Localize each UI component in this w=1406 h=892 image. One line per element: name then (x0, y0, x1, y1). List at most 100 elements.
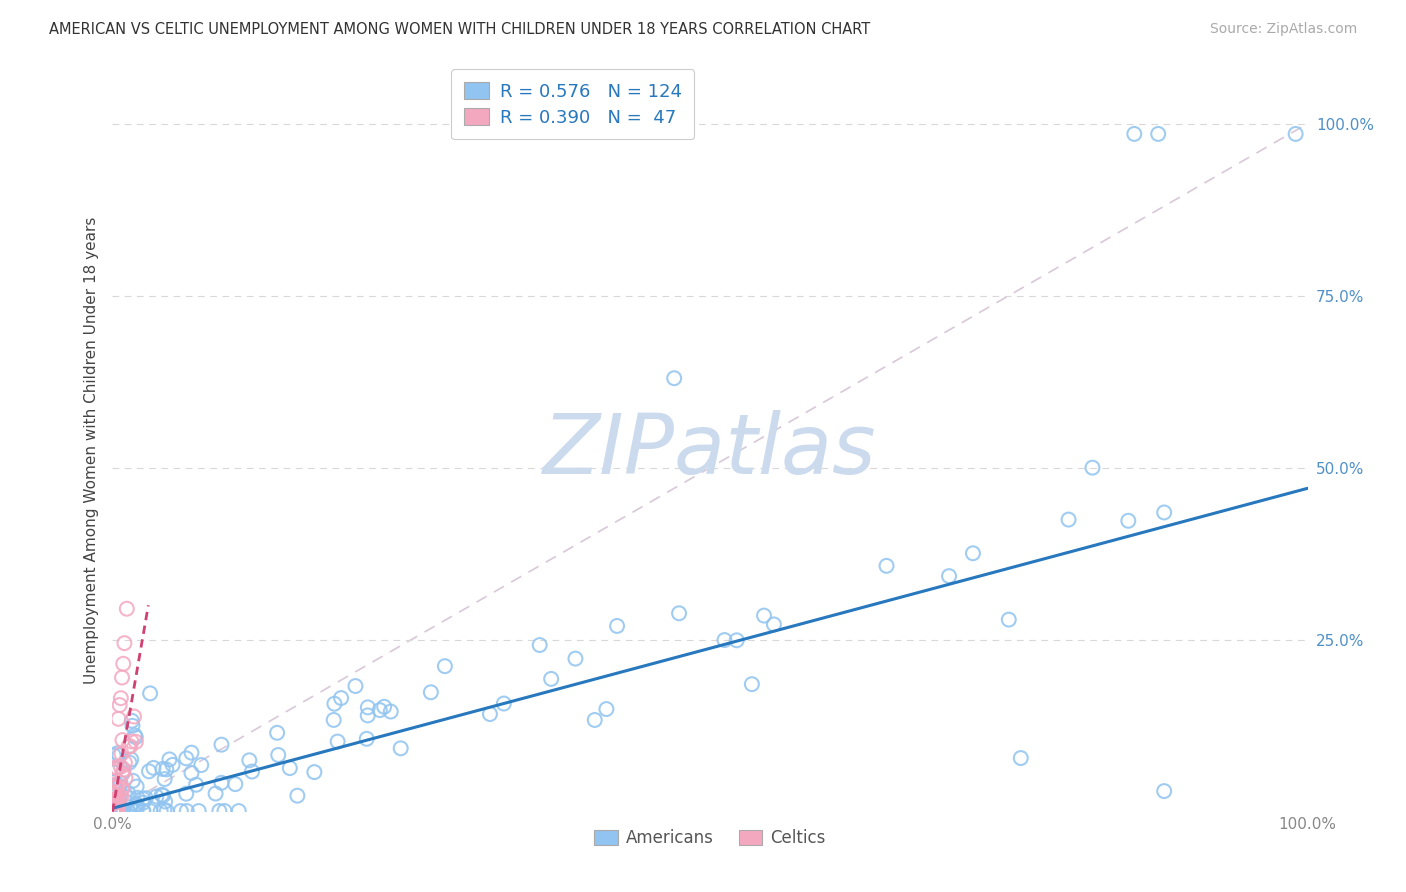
Point (108, 792, 131, 806)
Point (125, 797, 148, 811)
Point (266, 726, 288, 740)
Point (111, 804, 134, 818)
Point (606, 619, 628, 633)
Text: Source: ZipAtlas.com: Source: ZipAtlas.com (1209, 22, 1357, 37)
Text: ZIPatlas: ZIPatlas (543, 410, 877, 491)
Point (105, 788, 128, 802)
Text: AMERICAN VS CELTIC UNEMPLOYMENT AMONG WOMEN WITH CHILDREN UNDER 18 YEARS CORRELA: AMERICAN VS CELTIC UNEMPLOYMENT AMONG WO… (49, 22, 870, 37)
Point (111, 804, 134, 818)
Point (103, 779, 125, 793)
Point (103, 804, 125, 818)
Point (103, 748, 125, 763)
Point (184, 778, 207, 792)
Point (725, 633, 748, 648)
Point (107, 799, 129, 814)
Point (153, 803, 176, 817)
Point (357, 700, 380, 714)
Point (104, 795, 127, 809)
Point (105, 804, 128, 818)
Point (111, 733, 134, 747)
Point (323, 697, 346, 711)
Point (112, 765, 135, 780)
Point (125, 798, 148, 813)
Point (110, 691, 132, 706)
Point (108, 804, 131, 818)
Point (104, 760, 127, 774)
Point (287, 789, 309, 803)
Point (114, 756, 136, 770)
Point (389, 741, 412, 756)
Point (938, 569, 960, 583)
Point (132, 804, 155, 818)
Point (103, 787, 125, 801)
Point (127, 790, 149, 805)
Point (713, 633, 735, 648)
Point (149, 804, 172, 818)
Point (104, 780, 127, 795)
Point (108, 748, 131, 763)
Point (121, 714, 143, 728)
Point (108, 698, 131, 712)
Point (104, 796, 127, 810)
Point (529, 638, 551, 652)
Point (125, 731, 148, 745)
Point (103, 804, 125, 818)
Point (322, 713, 344, 727)
Point (180, 766, 202, 780)
Point (114, 636, 135, 650)
Point (145, 789, 167, 804)
Point (159, 752, 181, 766)
Point (187, 804, 209, 818)
Point (108, 776, 131, 790)
Point (111, 804, 134, 818)
Point (664, 371, 686, 385)
Point (121, 719, 143, 733)
Point (267, 747, 290, 762)
Point (174, 787, 197, 801)
Point (117, 804, 139, 818)
Point (156, 804, 179, 818)
Point (104, 800, 127, 814)
Legend: Americans, Celtics: Americans, Celtics (588, 822, 832, 854)
Point (112, 763, 135, 777)
Point (110, 804, 132, 818)
Point (103, 764, 125, 778)
Point (152, 789, 174, 803)
Point (107, 790, 129, 805)
Point (125, 780, 148, 794)
Point (105, 804, 128, 818)
Point (103, 804, 125, 818)
Point (107, 712, 129, 726)
Point (118, 756, 141, 770)
Point (752, 608, 775, 623)
Point (214, 804, 236, 818)
Point (115, 795, 138, 809)
Point (180, 746, 202, 760)
Point (238, 753, 260, 767)
Point (110, 776, 132, 790)
Point (124, 728, 146, 742)
Point (104, 804, 127, 818)
Point (1285, 127, 1308, 141)
Point (595, 702, 617, 716)
Point (111, 671, 134, 685)
Point (110, 759, 132, 773)
Point (142, 761, 165, 775)
Point (122, 709, 145, 723)
Point (380, 705, 402, 719)
Point (152, 762, 174, 776)
Point (1153, 506, 1175, 520)
Point (174, 751, 197, 765)
Point (110, 789, 132, 804)
Point (668, 607, 690, 621)
Point (104, 762, 127, 776)
Point (111, 782, 134, 797)
Point (107, 804, 129, 818)
Point (326, 734, 349, 748)
Point (104, 800, 127, 814)
Y-axis label: Unemployment Among Women with Children Under 18 years: Unemployment Among Women with Children U… (83, 217, 98, 684)
Point (228, 804, 250, 818)
Point (170, 804, 193, 818)
Point (150, 788, 173, 802)
Point (433, 659, 456, 673)
